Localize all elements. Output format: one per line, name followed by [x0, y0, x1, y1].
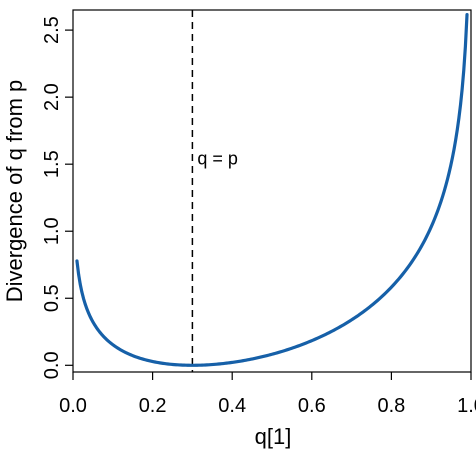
y-tick-label: 2.5	[41, 16, 63, 44]
x-tick-label: 0.4	[218, 395, 246, 417]
plot-frame	[72, 9, 472, 373]
divergence-curve	[75, 12, 469, 367]
y-tick-label: 1.5	[41, 150, 63, 178]
x-tick-label: 1.0	[457, 395, 476, 417]
y-tick-label: 0.0	[41, 351, 63, 379]
y-tick-label: 1.0	[41, 217, 63, 245]
y-tick-label: 2.0	[41, 83, 63, 111]
x-tick-label: 0.2	[139, 395, 167, 417]
x-tick-label: 0.8	[377, 395, 405, 417]
x-tick-label: 0.0	[59, 395, 87, 417]
q-equals-p-annotation: q = p	[197, 148, 238, 168]
x-axis-title: q[1]	[255, 424, 292, 449]
y-axis: 0.0 0.5 1.0 1.5 2.0 2.5	[41, 16, 73, 379]
y-axis-title: Divergence of q from p	[2, 80, 27, 303]
x-axis: 0.0 0.2 0.4 0.6 0.8 1.0	[59, 372, 476, 417]
x-tick-label: 0.6	[298, 395, 326, 417]
y-tick-label: 0.5	[41, 284, 63, 312]
